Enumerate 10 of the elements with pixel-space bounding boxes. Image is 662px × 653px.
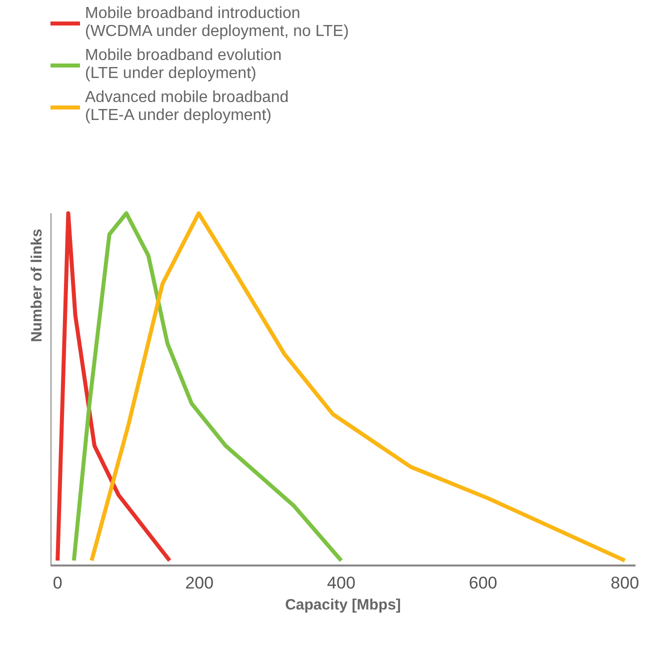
legend-label: Mobile broadband evolution (LTE under deployment) xyxy=(85,47,282,83)
legend-label: Advanced mobile broadband (LTE-A under deployment) xyxy=(85,89,289,125)
x-tick-label: 200 xyxy=(185,574,214,592)
y-axis-title: Number of links xyxy=(28,228,46,342)
x-tick-label: 0 xyxy=(52,574,62,592)
x-tick-label: 600 xyxy=(468,574,498,592)
legend-label: Mobile broadband introduction (WCDMA under deployment, no LTE) xyxy=(85,5,349,41)
x-axis-title: Capacity [Mbps] xyxy=(285,596,401,614)
x-tick-label: 400 xyxy=(327,574,356,592)
x-tick-label: 800 xyxy=(610,574,640,592)
